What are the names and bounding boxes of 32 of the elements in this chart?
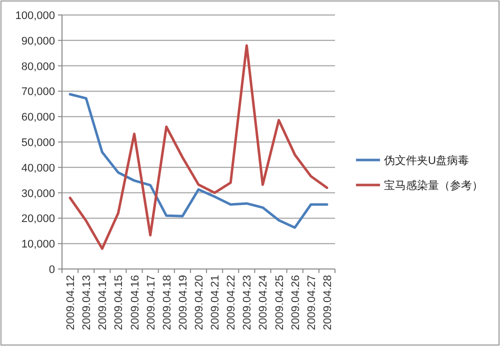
x-tick-label: 2009.04.16 bbox=[129, 275, 142, 330]
x-tick-label: 2009.04.14 bbox=[97, 275, 110, 330]
y-tick-label: 60,000 bbox=[21, 112, 55, 124]
legend-label: 伪文件夹U盘病毒 bbox=[384, 154, 469, 167]
y-tick-label: 80,000 bbox=[21, 60, 55, 73]
line-series bbox=[68, 44, 328, 250]
x-tick-label: 2009.04.28 bbox=[322, 275, 334, 330]
y-tick-label: 50,000 bbox=[21, 137, 55, 149]
y-tick-label: 0 bbox=[48, 264, 55, 276]
x-tick-label: 2009.04.19 bbox=[177, 275, 190, 330]
x-tick-label: 2009.04.20 bbox=[194, 275, 206, 330]
x-tick-label: 2009.04.24 bbox=[258, 275, 270, 330]
x-tick-label: 2009.04.25 bbox=[274, 275, 286, 330]
y-tick-label: 30,000 bbox=[21, 188, 55, 200]
x-tick-label: 2009.04.17 bbox=[145, 275, 158, 330]
legend-label: 宝马感染量（参考） bbox=[384, 179, 483, 192]
x-tick-label: 2009.04.12 bbox=[65, 275, 78, 330]
y-tick-label: 90,000 bbox=[21, 35, 55, 48]
x-tick-label: 2009.04.13 bbox=[81, 275, 94, 330]
x-tick-label: 2009.04.26 bbox=[290, 275, 302, 330]
y-tick-label: 70,000 bbox=[21, 86, 55, 98]
y-tick-label: 40,000 bbox=[21, 162, 55, 174]
x-tick-label: 2009.04.27 bbox=[306, 275, 318, 330]
x-tick-label: 2009.04.21 bbox=[210, 275, 222, 330]
x-tick-label: 2009.04.18 bbox=[161, 275, 174, 330]
y-tick-label: 100,000 bbox=[15, 10, 55, 22]
x-tick-label: 2009.04.15 bbox=[113, 275, 126, 330]
y-tick-label: 10,000 bbox=[21, 238, 55, 251]
line-series bbox=[68, 93, 328, 229]
x-tick-label: 2009.04.23 bbox=[242, 275, 254, 330]
y-tick-label: 20,000 bbox=[21, 213, 55, 226]
x-tick-label: 2009.04.22 bbox=[226, 275, 238, 330]
